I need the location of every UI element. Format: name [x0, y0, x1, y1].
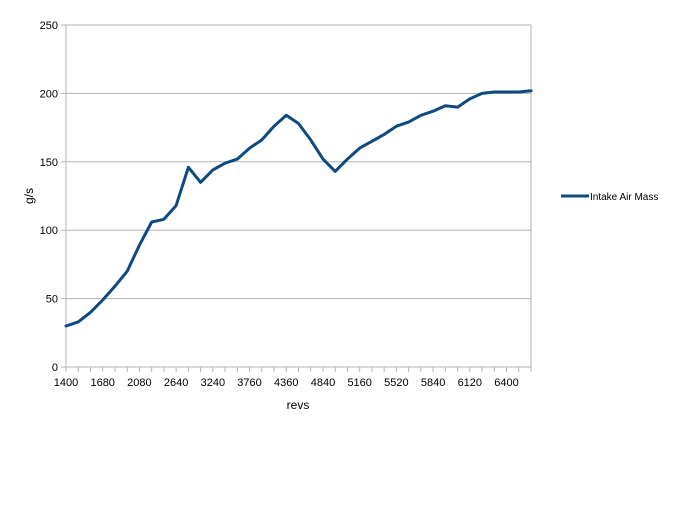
- x-tick-label: 4360: [274, 377, 298, 389]
- series-lines: [64, 89, 533, 328]
- x-tick-label: 5520: [384, 377, 408, 389]
- gridlines: [66, 24, 531, 300]
- x-tick-label: 6400: [494, 377, 518, 389]
- y-tick-label: 0: [52, 362, 58, 374]
- y-tick-label: 250: [40, 20, 58, 32]
- y-tick-label: 100: [40, 225, 58, 237]
- tick-marks: [61, 24, 532, 372]
- x-axis-title: revs: [287, 398, 310, 412]
- x-tick-label: 1400: [54, 377, 78, 389]
- x-tick-label: 6120: [458, 377, 482, 389]
- legend: Intake Air Mass: [561, 192, 658, 203]
- y-tick-label: 150: [40, 157, 58, 169]
- x-tick-label: 2080: [127, 377, 151, 389]
- x-tick-label: 2640: [164, 377, 188, 389]
- x-tick-label: 3760: [237, 377, 261, 389]
- series-line: [64, 89, 533, 328]
- y-tick-label: 50: [46, 294, 58, 306]
- x-tick-label: 1680: [90, 377, 114, 389]
- plot-area-border: [65, 24, 532, 368]
- x-tick-labels: 1400 1680 2080 2640 3240 3760 4360 4840 5160 5520…: [54, 377, 519, 389]
- x-tick-label: 5160: [347, 377, 371, 389]
- y-tick-label: 200: [40, 88, 58, 100]
- x-tick-label: 3240: [201, 377, 225, 389]
- legend-label: Intake Air Mass: [590, 192, 658, 203]
- y-tick-labels: 0 50 100 150 200 250: [40, 20, 58, 374]
- x-tick-label: 4840: [311, 377, 335, 389]
- y-axis-title: g/s: [22, 188, 36, 204]
- x-tick-label: 5840: [421, 377, 445, 389]
